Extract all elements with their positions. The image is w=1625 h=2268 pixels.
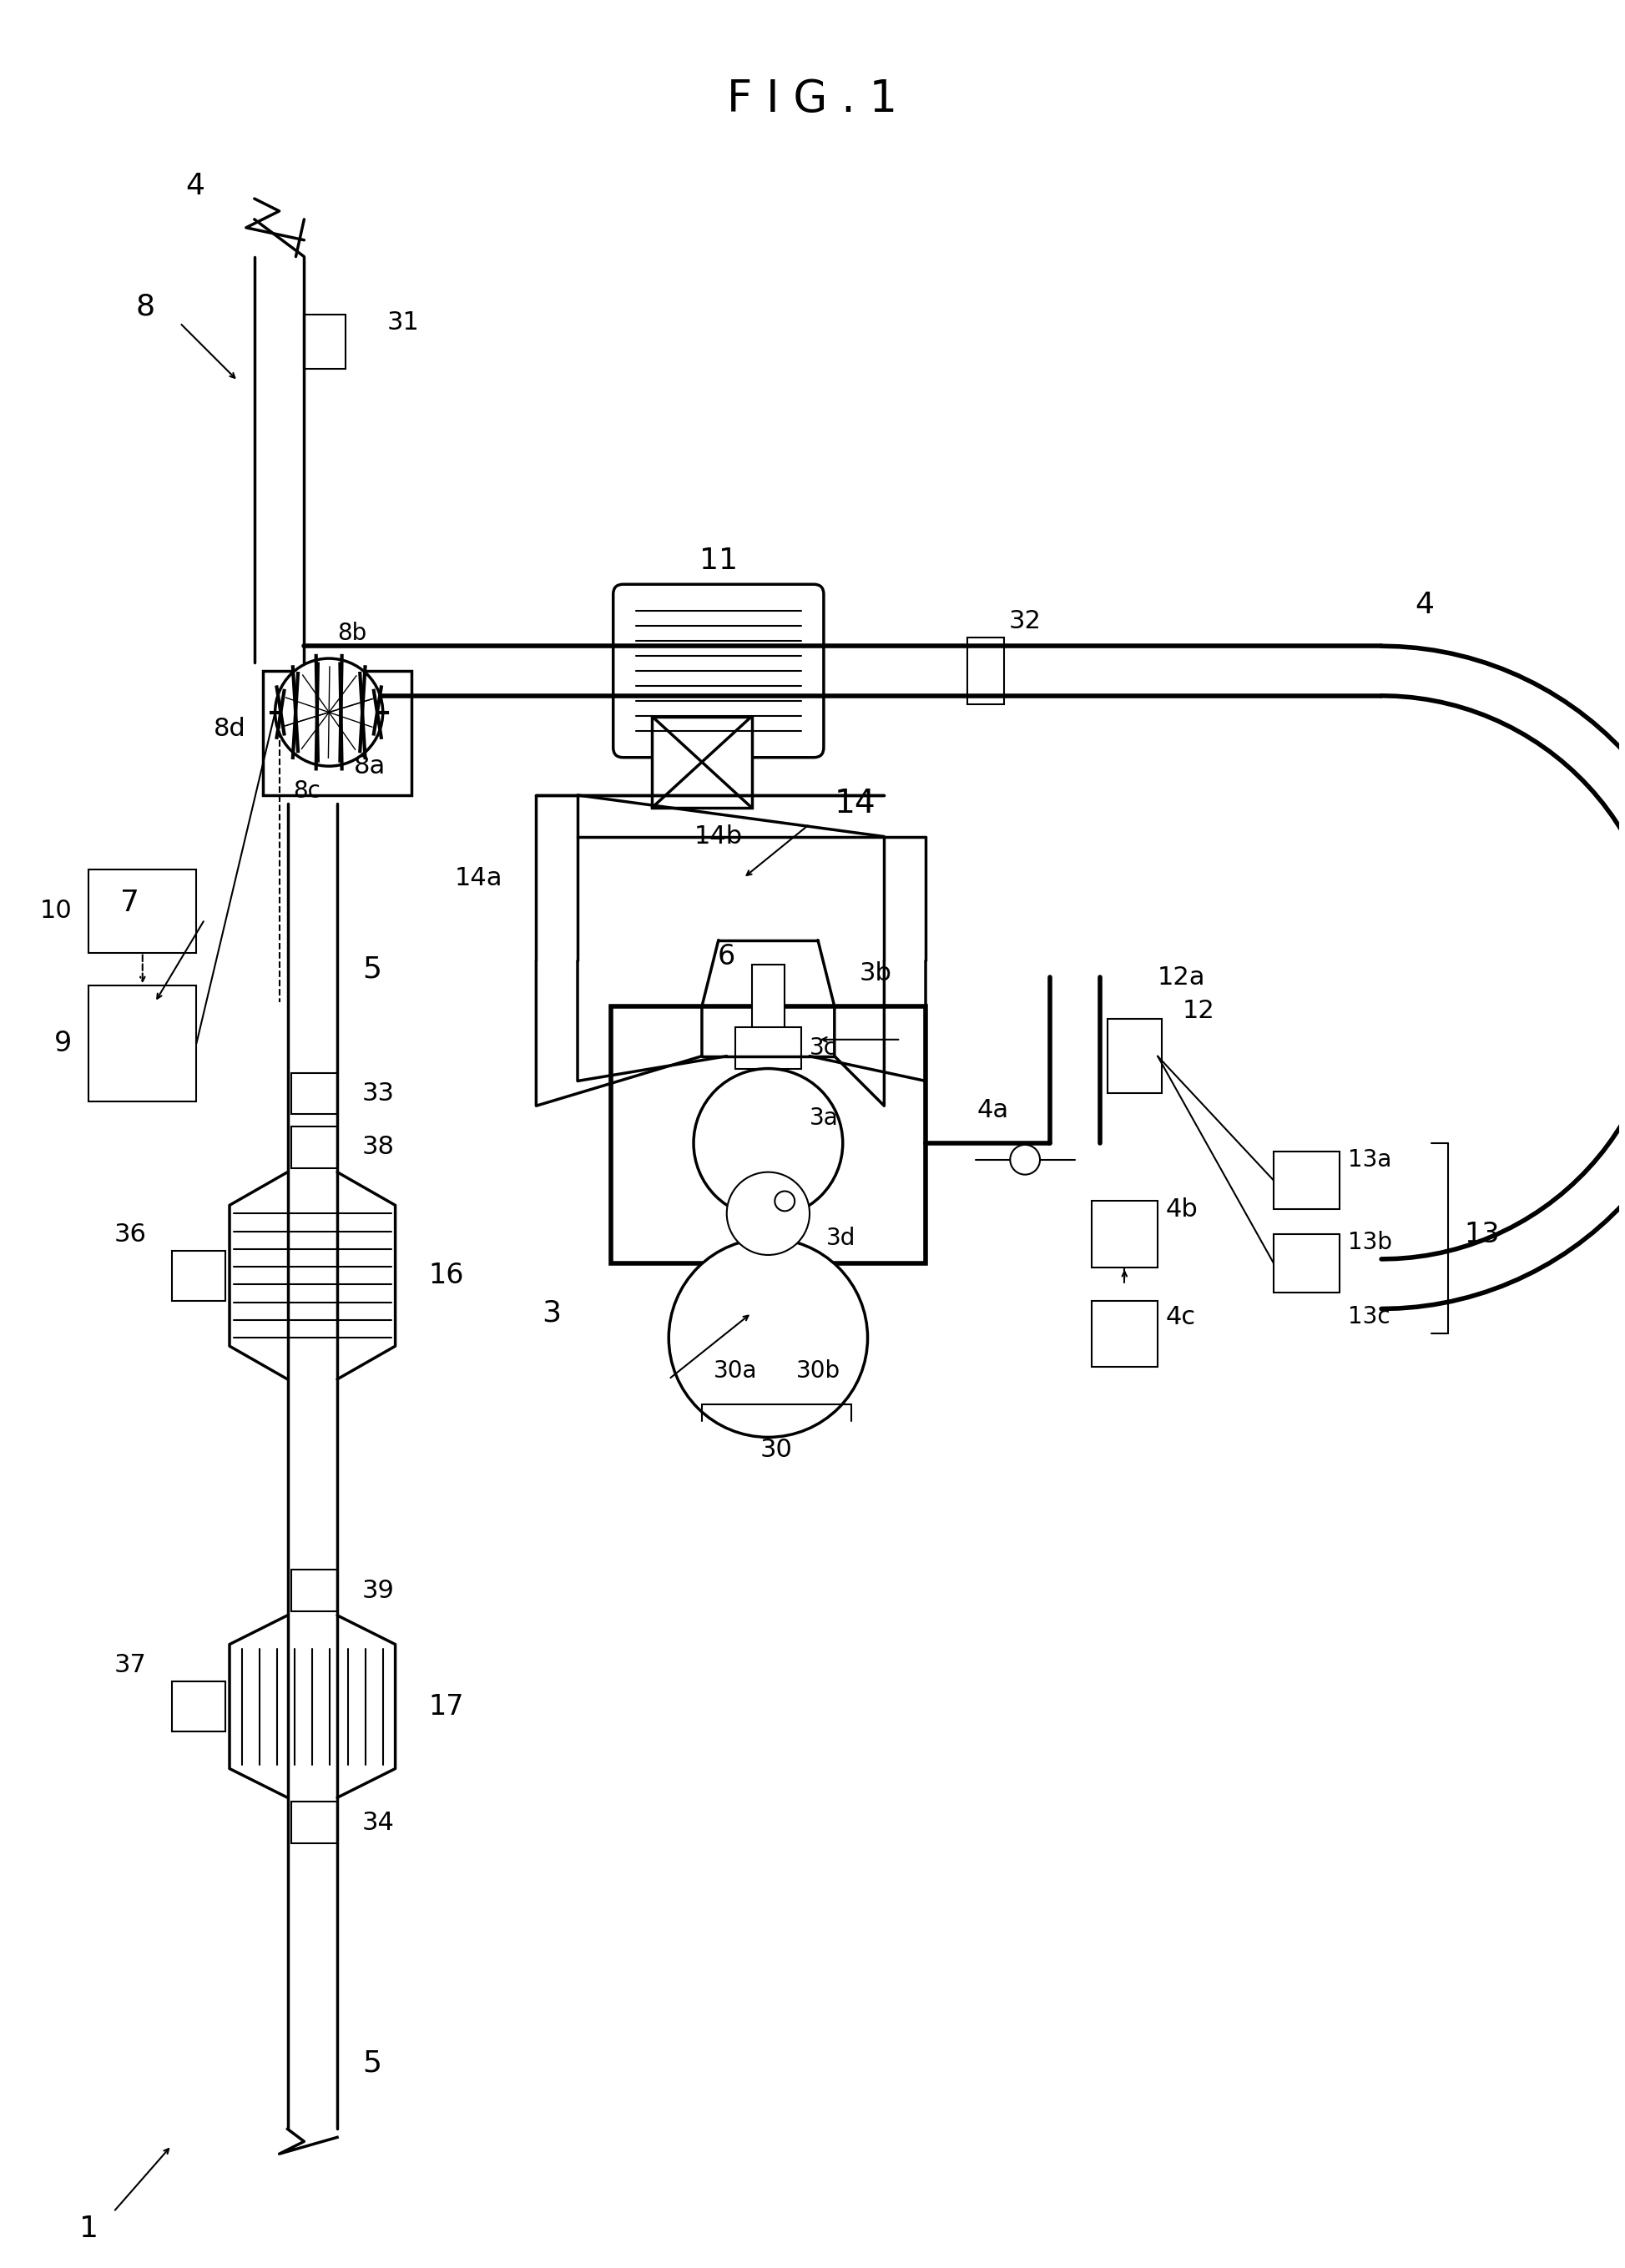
Text: 10: 10 [39,898,72,923]
Text: 14: 14 [835,787,876,819]
Bar [172,1252,226,1300]
Text: 12a: 12a [1157,966,1206,989]
Text: 3a: 3a [809,1107,839,1129]
Circle shape [670,1238,868,1438]
Text: 37: 37 [114,1653,146,1676]
Bar [652,717,752,807]
Text: 5: 5 [362,2048,382,2077]
Text: 33: 33 [362,1082,395,1105]
Bar [304,315,346,367]
Text: 6: 6 [717,943,734,971]
Circle shape [1011,1145,1040,1175]
Bar [1092,1202,1157,1268]
Text: 30: 30 [760,1438,793,1463]
Text: 38: 38 [362,1136,395,1159]
Text: 4c: 4c [1165,1304,1196,1329]
Text: 4a: 4a [977,1098,1009,1123]
Bar [752,964,785,1032]
Text: 31: 31 [387,311,419,336]
Circle shape [275,658,384,767]
Text: 30a: 30a [713,1359,757,1383]
Text: 13b: 13b [1349,1232,1393,1254]
Bar [611,1007,926,1263]
FancyBboxPatch shape [613,585,824,758]
Text: 30b: 30b [796,1359,840,1383]
Bar [263,671,411,796]
Text: 7: 7 [120,889,140,916]
Text: 13: 13 [1464,1220,1500,1247]
Circle shape [775,1191,795,1211]
Bar [89,987,197,1102]
Circle shape [694,1068,843,1218]
Text: 3: 3 [541,1300,561,1327]
Text: 3b: 3b [860,962,892,984]
Text: 8d: 8d [215,717,245,742]
Text: 4: 4 [1414,590,1433,619]
Text: 5: 5 [362,955,382,984]
Text: 17: 17 [429,1692,463,1719]
Text: 12: 12 [1183,998,1216,1023]
Text: F I G . 1: F I G . 1 [726,77,897,120]
Text: 14b: 14b [694,826,743,848]
Bar [172,1681,226,1730]
Text: 8a: 8a [354,753,385,778]
Text: 4: 4 [185,172,205,200]
Bar [291,1801,338,1844]
Bar [291,1073,338,1114]
Text: 11: 11 [699,547,738,576]
Text: 36: 36 [114,1222,146,1247]
Bar [1092,1300,1157,1368]
Bar [734,1027,801,1068]
Text: 3d: 3d [826,1227,856,1250]
Circle shape [726,1173,809,1254]
Bar [1274,1234,1341,1293]
Text: 34: 34 [362,1810,395,1835]
Bar [291,1569,338,1610]
Text: 39: 39 [362,1579,395,1603]
Text: 3c: 3c [809,1036,837,1059]
Text: 16: 16 [429,1261,463,1290]
Bar [291,1127,338,1168]
Text: 8c: 8c [292,780,320,803]
Text: 13a: 13a [1349,1148,1393,1170]
Bar [1274,1152,1341,1209]
Bar [89,869,197,953]
Text: 13c: 13c [1349,1306,1391,1329]
Text: 8b: 8b [338,621,367,646]
Text: 9: 9 [54,1030,72,1057]
Bar [967,637,1004,703]
Text: 32: 32 [1009,610,1042,633]
Text: 4b: 4b [1165,1198,1198,1222]
Bar [1108,1018,1162,1093]
Text: 14a: 14a [455,866,504,889]
Text: 8: 8 [135,293,154,320]
Text: 1: 1 [80,2214,98,2243]
